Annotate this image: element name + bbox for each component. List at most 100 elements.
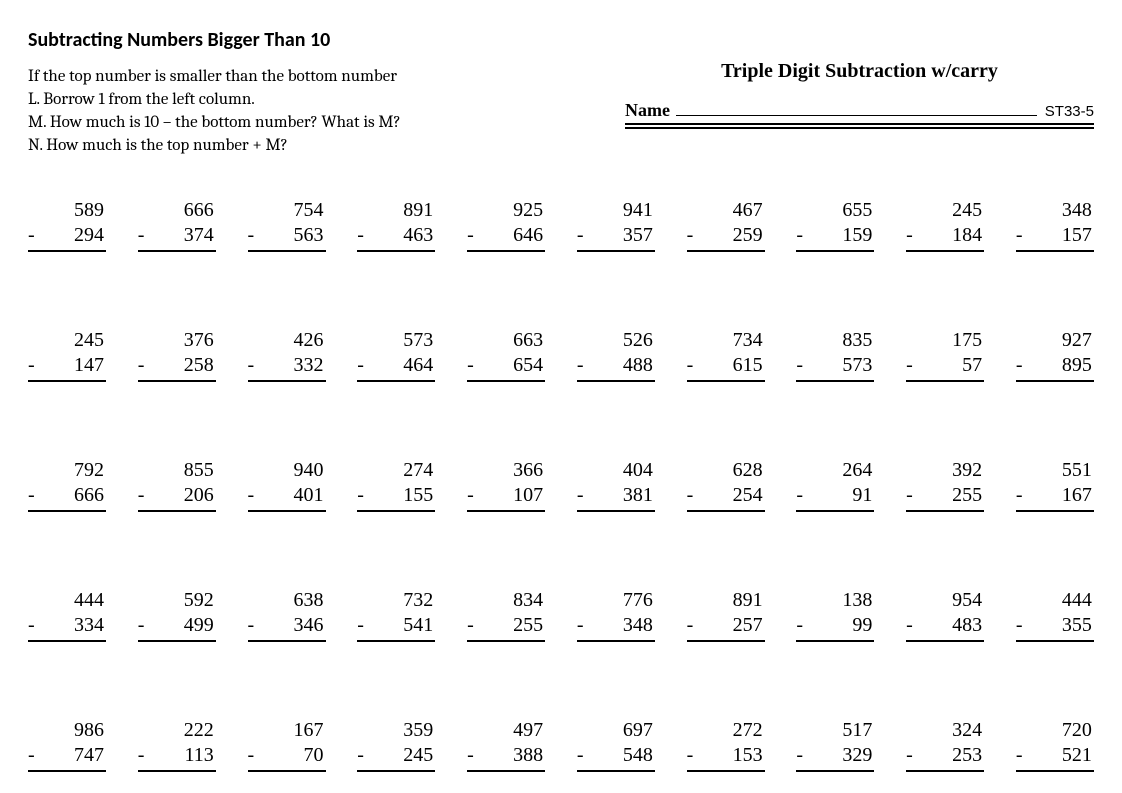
minuend: 274 xyxy=(357,458,435,483)
minuend: 272 xyxy=(687,718,765,743)
minus-sign: - xyxy=(467,353,477,378)
minus-sign: - xyxy=(357,223,367,248)
subtraction-problem: 986-747 xyxy=(28,718,106,772)
subtraction-problem: 941-357 xyxy=(577,198,655,252)
subtrahend: 157 xyxy=(1026,223,1094,248)
minuend: 666 xyxy=(138,198,216,223)
subtraction-problem: 834-255 xyxy=(467,588,545,642)
minus-sign: - xyxy=(687,223,697,248)
minuend: 366 xyxy=(467,458,545,483)
subtrahend-line: -499 xyxy=(138,613,216,642)
minuend: 444 xyxy=(28,588,106,613)
subtraction-problem: 655-159 xyxy=(796,198,874,252)
subtrahend-line: -159 xyxy=(796,223,874,252)
subtraction-problem: 274-155 xyxy=(357,458,435,512)
instruction-lead: If the top number is smaller than the bo… xyxy=(28,66,625,89)
subtraction-problem: 526-488 xyxy=(577,328,655,382)
minuend: 834 xyxy=(467,588,545,613)
subtraction-problem: 444-355 xyxy=(1016,588,1094,642)
problem-grid: 589-294666-374754-563891-463925-646941-3… xyxy=(28,198,1094,772)
subtrahend-line: -147 xyxy=(28,353,106,382)
minuend: 628 xyxy=(687,458,765,483)
subtraction-problem: 663-654 xyxy=(467,328,545,382)
subtrahend-line: -563 xyxy=(248,223,326,252)
subtrahend: 153 xyxy=(697,743,765,768)
minuend: 732 xyxy=(357,588,435,613)
name-row: Name ST33-5 xyxy=(625,97,1094,125)
subtraction-problem: 891-257 xyxy=(687,588,765,642)
minuend: 720 xyxy=(1016,718,1094,743)
subtrahend: 253 xyxy=(916,743,984,768)
subtraction-problem: 776-348 xyxy=(577,588,655,642)
subtrahend-line: -357 xyxy=(577,223,655,252)
minuend: 940 xyxy=(248,458,326,483)
subtrahend: 91 xyxy=(806,483,874,508)
minuend: 426 xyxy=(248,328,326,353)
minus-sign: - xyxy=(1016,223,1026,248)
subtrahend: 70 xyxy=(258,743,326,768)
minuend: 467 xyxy=(687,198,765,223)
subtraction-problem: 551-167 xyxy=(1016,458,1094,512)
subtrahend-line: -258 xyxy=(138,353,216,382)
subtraction-problem: 264-91 xyxy=(796,458,874,512)
subtrahend-line: -155 xyxy=(357,483,435,512)
minuend: 245 xyxy=(906,198,984,223)
subtrahend: 488 xyxy=(587,353,655,378)
minuend: 734 xyxy=(687,328,765,353)
minus-sign: - xyxy=(28,353,38,378)
subtrahend-line: -107 xyxy=(467,483,545,512)
minuend: 392 xyxy=(906,458,984,483)
subtrahend: 666 xyxy=(38,483,106,508)
minuend: 222 xyxy=(138,718,216,743)
subtrahend: 107 xyxy=(477,483,545,508)
subtrahend: 99 xyxy=(806,613,874,638)
name-label: Name xyxy=(625,100,670,121)
instruction-l: L. Borrow 1 from the left column. xyxy=(28,89,625,112)
minus-sign: - xyxy=(1016,613,1026,638)
instructions: If the top number is smaller than the bo… xyxy=(28,66,625,158)
minus-sign: - xyxy=(687,613,697,638)
header: Subtracting Numbers Bigger Than 10 If th… xyxy=(28,28,1094,158)
subtraction-problem: 954-483 xyxy=(906,588,984,642)
subtraction-problem: 245-147 xyxy=(28,328,106,382)
subtraction-problem: 573-464 xyxy=(357,328,435,382)
minus-sign: - xyxy=(796,743,806,768)
subtrahend: 381 xyxy=(587,483,655,508)
minuend: 891 xyxy=(357,198,435,223)
subtrahend-line: -388 xyxy=(467,743,545,772)
minus-sign: - xyxy=(357,613,367,638)
subtrahend: 646 xyxy=(477,223,545,248)
subtrahend-line: -253 xyxy=(906,743,984,772)
subtrahend: 254 xyxy=(697,483,765,508)
subtraction-problem: 589-294 xyxy=(28,198,106,252)
minuend: 927 xyxy=(1016,328,1094,353)
subtrahend-line: -521 xyxy=(1016,743,1094,772)
minuend: 754 xyxy=(248,198,326,223)
subtraction-problem: 697-548 xyxy=(577,718,655,772)
subtrahend-line: -464 xyxy=(357,353,435,382)
problem-row: 986-747222-113167-70359-245497-388697-54… xyxy=(28,718,1094,772)
minus-sign: - xyxy=(357,743,367,768)
subtrahend: 464 xyxy=(367,353,435,378)
subtraction-problem: 138-99 xyxy=(796,588,874,642)
subtrahend: 184 xyxy=(916,223,984,248)
subtrahend: 329 xyxy=(806,743,874,768)
subtraction-problem: 835-573 xyxy=(796,328,874,382)
subtrahend-line: -113 xyxy=(138,743,216,772)
subtrahend: 521 xyxy=(1026,743,1094,768)
minuend: 592 xyxy=(138,588,216,613)
subtrahend: 57 xyxy=(916,353,984,378)
subtraction-problem: 359-245 xyxy=(357,718,435,772)
minuend: 376 xyxy=(138,328,216,353)
minus-sign: - xyxy=(687,353,697,378)
subtraction-problem: 366-107 xyxy=(467,458,545,512)
subtraction-problem: 272-153 xyxy=(687,718,765,772)
subtrahend-line: -355 xyxy=(1016,613,1094,642)
minus-sign: - xyxy=(577,613,587,638)
subtrahend: 357 xyxy=(587,223,655,248)
name-input-line[interactable] xyxy=(676,97,1037,116)
subtrahend-line: -99 xyxy=(796,613,874,642)
subtrahend: 113 xyxy=(148,743,216,768)
subtrahend: 563 xyxy=(258,223,326,248)
subtrahend: 346 xyxy=(258,613,326,638)
